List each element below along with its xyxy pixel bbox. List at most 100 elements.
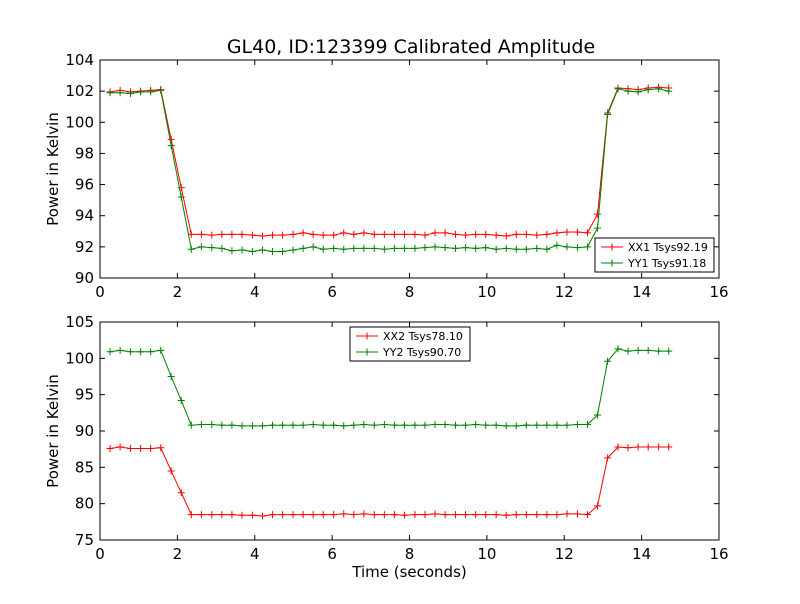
series-0-point	[614, 443, 622, 451]
series-0-point	[400, 511, 408, 519]
series-1-point	[167, 373, 175, 380]
series-1-point	[137, 88, 145, 96]
series-0-point	[208, 231, 216, 239]
y-tick-label: 102	[65, 82, 94, 100]
series-0-point	[157, 444, 165, 452]
series-0-point	[269, 511, 277, 519]
bottom-panel: 0 2 4 6 8 10 12 14 16 75 80 85 90 95 100 105 Power in Ke…	[44, 313, 729, 581]
x-tick-label: 6	[327, 545, 337, 563]
series-0-point	[279, 231, 287, 239]
series-0-point	[167, 135, 175, 143]
series-0-point	[644, 443, 652, 451]
series-0-point	[137, 444, 145, 452]
series-0-point	[330, 511, 338, 519]
series-0-point	[452, 230, 460, 238]
series-1-point	[472, 244, 480, 252]
series-1-point	[309, 243, 317, 251]
series-1-point	[594, 411, 602, 419]
series-1-point	[522, 245, 530, 253]
series-0-point	[390, 511, 398, 519]
series-1-point	[522, 421, 530, 429]
series-1-point	[563, 421, 571, 429]
y-tick-label: 90	[75, 269, 94, 287]
series-0-point	[289, 230, 297, 238]
series-0-point	[330, 231, 338, 239]
series-1-point	[614, 85, 622, 93]
series-1-point	[370, 421, 378, 429]
series-0-point	[553, 511, 561, 519]
legend-label: XX1 Tsys92.19	[628, 241, 708, 254]
series-0-point	[543, 511, 551, 519]
series-0-point	[400, 230, 408, 238]
series-1-point	[492, 421, 500, 429]
series-0-point	[543, 230, 551, 238]
series-1-point	[279, 248, 287, 256]
x-tick-label: 8	[405, 283, 415, 301]
series-0-point	[583, 511, 591, 519]
series-1-point	[655, 85, 663, 93]
series-1-point	[655, 347, 663, 355]
series-1-point	[248, 422, 256, 430]
series-0-point	[522, 230, 530, 238]
legend-label: YY2 Tsys90.70	[382, 346, 461, 359]
y-tick-label: 100	[65, 113, 94, 131]
series-0-point	[411, 230, 419, 238]
series-0-point	[147, 444, 155, 452]
y-tick-label: 94	[75, 207, 94, 225]
series-1-point	[512, 245, 520, 253]
y-tick-label: 100	[65, 349, 94, 367]
series-1-point	[340, 245, 348, 253]
legend: XX2 Tsys78.10 YY2 Tsys90.70	[349, 326, 471, 362]
series-1-point	[157, 346, 165, 354]
series-0-point	[319, 511, 327, 519]
series-1-point	[411, 244, 419, 252]
series-0-point	[289, 511, 297, 519]
series-0-point	[208, 511, 216, 519]
series-1-point	[116, 346, 124, 354]
series-1-point	[583, 243, 591, 251]
series-1-point	[431, 243, 439, 251]
series-0-point	[573, 510, 581, 518]
series-0-point	[573, 228, 581, 236]
series-0-point	[167, 467, 175, 475]
series-1-point	[553, 241, 561, 249]
series-0-point	[269, 231, 277, 239]
series-1-point	[187, 245, 195, 253]
series-0-point	[583, 229, 591, 237]
series-0-point	[533, 511, 541, 519]
series-0-point	[472, 511, 480, 519]
series-1-point	[228, 247, 236, 255]
series-0-point	[452, 511, 460, 519]
series-1-point	[177, 193, 185, 201]
y-tick-label: 104	[65, 51, 94, 69]
top-panel: 0 2 4 6 8 10 12 14 16 90 92 94 96 98 100 102 104 Power in…	[44, 51, 729, 301]
series-1-point	[289, 421, 297, 429]
series-0-point	[299, 511, 307, 519]
series-0-point	[370, 511, 378, 519]
x-tick-label: 12	[555, 545, 574, 563]
series-1-point	[238, 246, 246, 254]
series-1-point	[197, 420, 205, 428]
series-1-point	[441, 420, 449, 428]
series-1-point	[248, 248, 256, 256]
series-1-point	[441, 244, 449, 252]
series-1-point	[431, 420, 439, 428]
series-0-point	[533, 231, 541, 239]
series-0-point	[522, 511, 530, 519]
series-0-point	[350, 230, 358, 238]
y-tick-label: 95	[75, 386, 94, 404]
series-1-point	[258, 246, 266, 254]
x-tick-label: 0	[95, 283, 105, 301]
legend-label: XX2 Tsys78.10	[383, 330, 463, 343]
series-1-point	[533, 421, 541, 429]
legend-label: YY1 Tsys91.18	[627, 257, 706, 270]
series-0-point	[411, 511, 419, 519]
x-tick-label: 10	[477, 283, 496, 301]
series-0-point	[665, 443, 673, 451]
series-0-point	[238, 230, 246, 238]
x-tick-label: 16	[709, 283, 728, 301]
series-1-point	[411, 421, 419, 429]
series-0-point	[127, 444, 135, 452]
series-1-point	[624, 87, 632, 95]
series-1-point	[299, 421, 307, 429]
